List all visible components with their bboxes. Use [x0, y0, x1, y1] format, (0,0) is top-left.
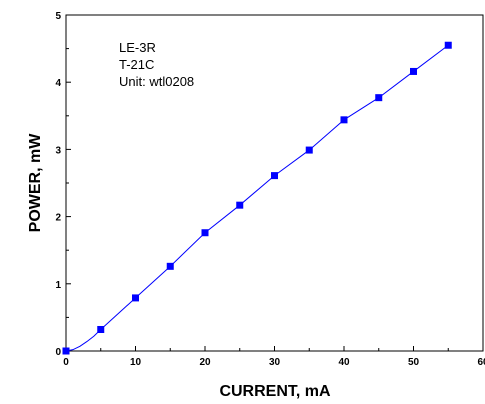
data-point-marker — [305, 146, 313, 154]
x-axis-title: CURRENT, mA — [219, 383, 331, 400]
data-point-marker — [271, 172, 278, 180]
y-tick-label: 2 — [55, 213, 61, 224]
axis-ticks — [65, 14, 484, 352]
data-point-marker — [340, 116, 348, 124]
series-line — [65, 44, 449, 352]
data-point-marker — [62, 347, 70, 355]
data-point-marker — [97, 325, 105, 333]
x-tick-label: 40 — [338, 357, 350, 368]
annotation-line-2: T-21C — [119, 57, 154, 72]
data-point-marker — [375, 94, 383, 102]
y-tick-label: 5 — [55, 11, 61, 22]
data-point-marker — [236, 201, 244, 209]
annotation-line-1: LE-3R — [119, 40, 156, 55]
y-tick-label: 0 — [55, 347, 61, 358]
x-tick-label: 0 — [63, 357, 69, 368]
axis-tick-labels: 0 10 20 30 40 50 60 0 1 2 3 4 5 — [55, 11, 485, 368]
y-axis-title: POWER, mW — [27, 133, 44, 233]
data-point-marker — [166, 262, 174, 270]
series-markers — [62, 41, 452, 355]
x-tick-label: 60 — [477, 357, 485, 368]
y-tick-label: 4 — [55, 78, 61, 89]
y-tick-label: 1 — [55, 280, 61, 291]
data-point-marker — [132, 294, 139, 302]
x-tick-label: 50 — [408, 357, 420, 368]
data-point-marker — [201, 229, 209, 237]
x-tick-label: 30 — [269, 357, 281, 368]
y-tick-label: 3 — [55, 145, 61, 156]
x-tick-label: 10 — [130, 357, 142, 368]
annotation-line-3: Unit: wtl0208 — [119, 74, 194, 89]
data-point-marker — [410, 67, 417, 75]
x-tick-label: 20 — [199, 357, 211, 368]
data-point-marker — [444, 41, 452, 49]
